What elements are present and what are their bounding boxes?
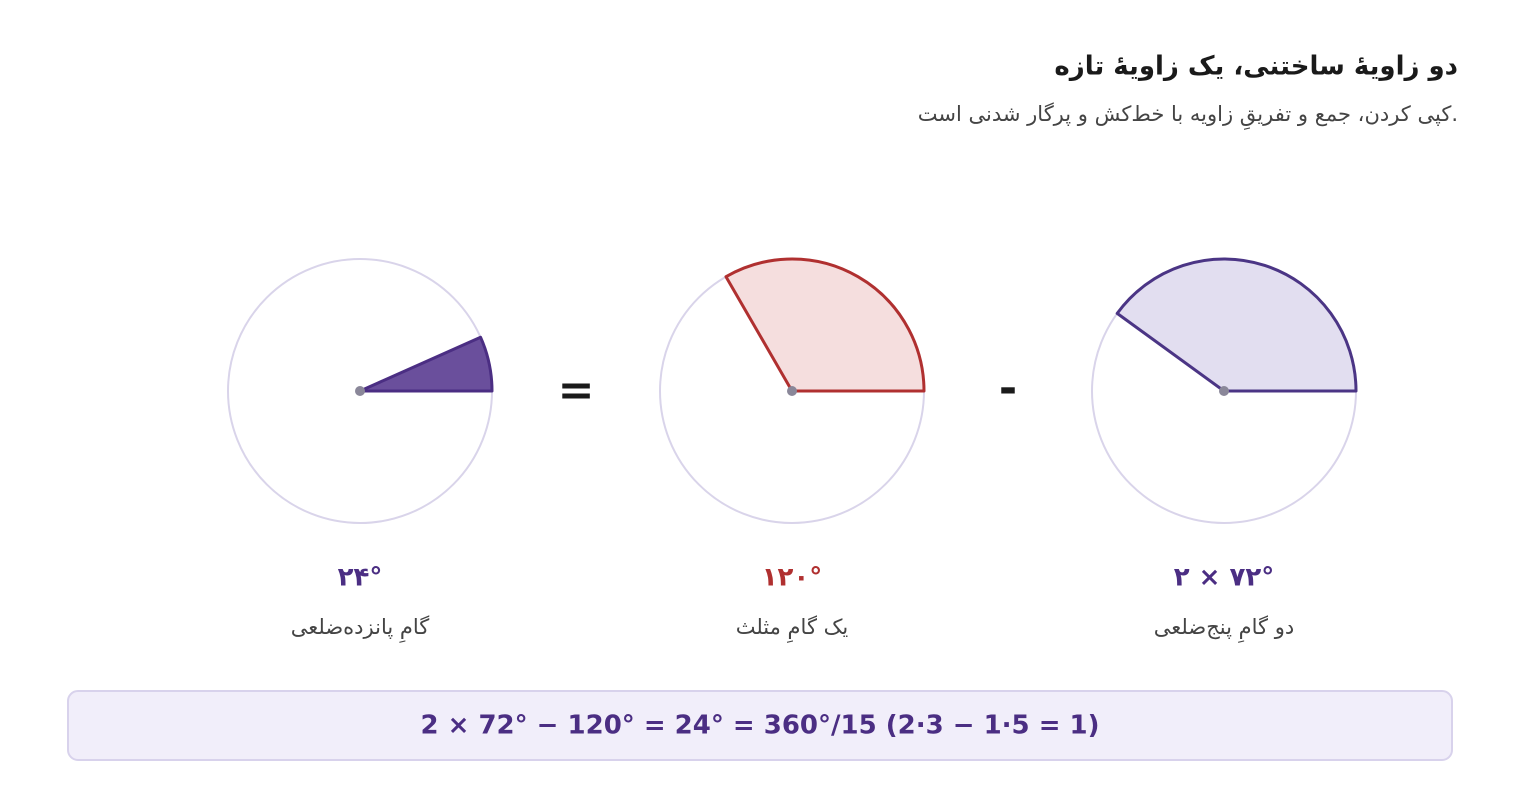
panel-left: ۲۴° گامِ پانزده‌ضلعی [227, 258, 494, 643]
subtitle: کپی کردن، جمع و تفریقِ زاویه با خط‌کش و … [918, 102, 1458, 130]
center [1219, 386, 1229, 396]
value: ۲ × ۷۲° [1174, 563, 1275, 593]
sector [724, 257, 926, 393]
center [355, 386, 365, 396]
operator: - [999, 363, 1017, 414]
sector [358, 335, 494, 393]
caption: گامِ پانزده‌ضلعی [291, 615, 430, 643]
operator: = [558, 365, 595, 416]
panel-middle: ۱۲۰° یک گامِ مثلث [659, 257, 926, 643]
formula: 2 × 72° − 120° = 24° = 360°/15 (2·3 − 1·… [420, 711, 1099, 741]
caption: دو گامِ پنج‌ضلعی [1154, 615, 1294, 643]
caption: یک گامِ مثلث [736, 615, 849, 643]
value: ۱۲۰° [762, 563, 823, 593]
value: ۲۴° [338, 563, 383, 593]
formula-box [67, 690, 1453, 761]
sector [1115, 257, 1358, 393]
title: دو زاویهٔ ساختنی، یک زاویهٔ تازه [1054, 52, 1458, 82]
panel-right: ۲ × ۷۲° دو گامِ پنج‌ضلعی [1091, 257, 1358, 643]
center [787, 386, 797, 396]
